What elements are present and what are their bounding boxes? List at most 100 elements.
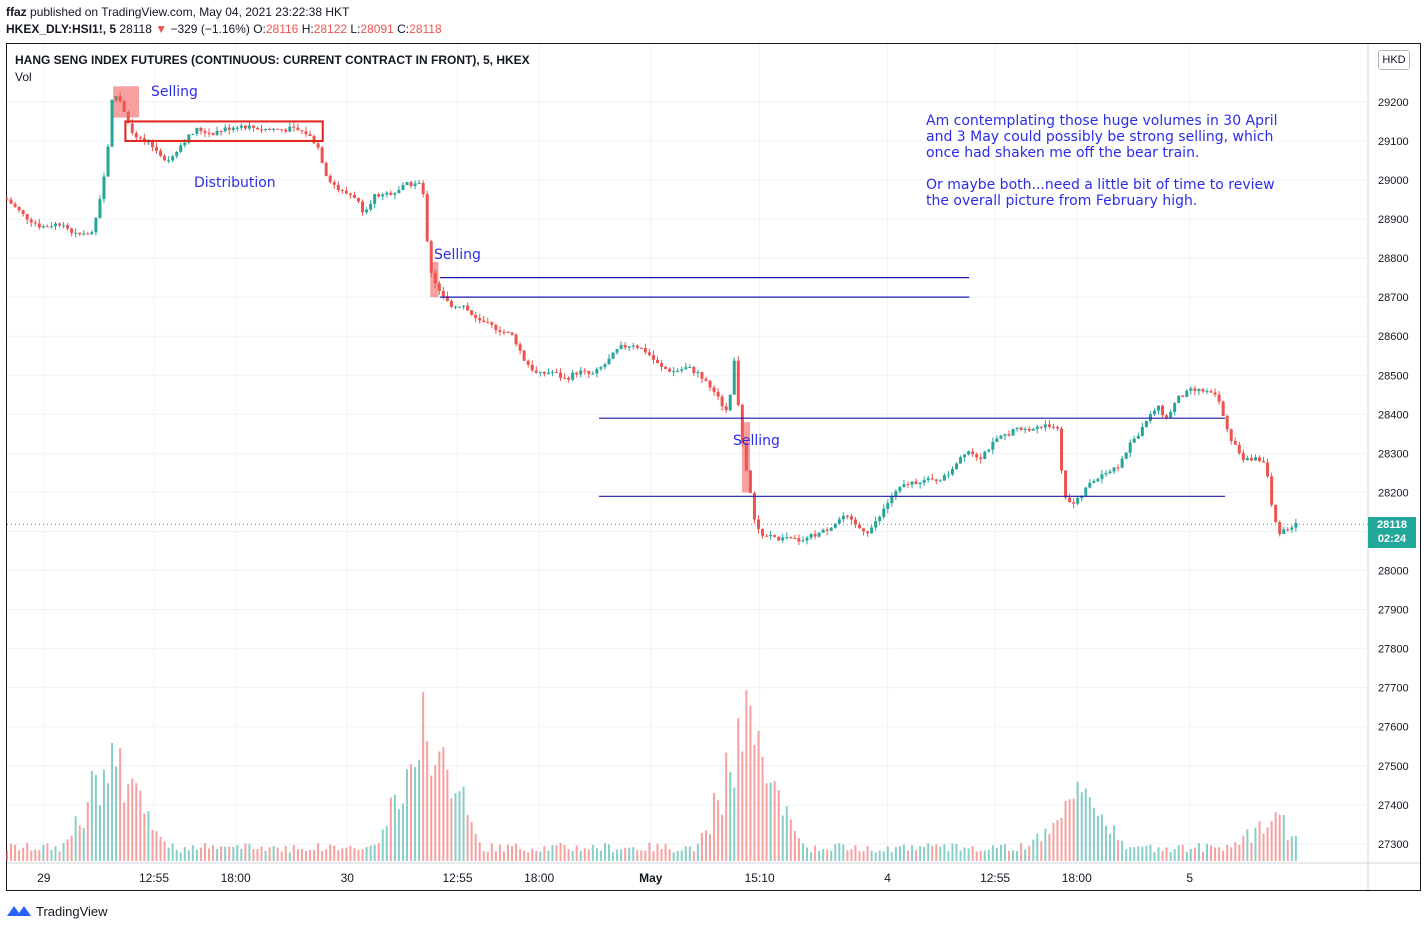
candle-body [1088,482,1092,488]
volume-bar [963,847,966,861]
tradingview-logo-icon[interactable] [6,903,32,919]
volume-bar [535,851,538,861]
note-paragraph-2: Or maybe both...need a little bit of tim… [926,177,1275,209]
volume-bar [102,769,105,861]
volume-bar [757,730,760,861]
candle-body [571,372,575,380]
candle-body [963,454,967,458]
candle-body [425,193,429,242]
volume-bar [139,790,142,861]
volume-bar [692,851,695,861]
candle-body [599,367,603,369]
volume-bar [789,819,792,861]
candle-body [445,296,449,302]
volume-bar [898,846,901,861]
candle-body [1136,435,1140,439]
candle-body [1209,391,1213,393]
volume-bar [1080,792,1083,861]
candle-body [910,481,914,485]
volume-bar [187,850,190,861]
candle-body [736,360,740,405]
candle-body [1177,395,1181,403]
volume-bar [511,846,514,861]
volume-bar [98,805,101,861]
candle-body [890,496,894,504]
candle-body [1173,402,1177,412]
volume-bar [1205,843,1208,861]
candle-body [470,310,474,316]
volume-bar [842,844,845,861]
volume-bar [179,852,182,861]
volume-bar [874,852,877,861]
candle-body [1072,502,1076,504]
candle-body [449,301,453,307]
candle-body [1064,470,1068,498]
volume-bar [151,829,154,861]
candle-body [518,344,522,351]
volume-bar [381,829,384,861]
candle-body [348,193,352,196]
candle-body [478,318,482,321]
candle-body [870,527,874,534]
volume-bar [1088,797,1091,861]
volume-bar [1274,812,1277,861]
volume-bar [547,850,550,861]
volume-bar [906,850,909,861]
candle-body [716,391,720,397]
candle-body [607,358,611,365]
candle-body [78,232,82,235]
volume-bar [1149,844,1152,861]
candle-body [639,347,643,349]
candle-body [975,454,979,458]
x-tick-label: 18:00 [221,871,251,885]
candle-body [591,373,595,375]
selling-zone-box [113,86,140,118]
candle-body [429,241,433,273]
candle-body [1181,395,1185,397]
close-label: C: [397,22,410,36]
y-tick-label: 27500 [1378,761,1409,773]
volume-bar [822,849,825,861]
candle-body [748,470,752,494]
volume-bar [660,849,663,861]
volume-bar [923,846,926,861]
volume-bar [652,851,655,861]
candle-body [906,484,910,486]
candle-body [1217,394,1221,402]
volume-bar [1125,849,1128,861]
volume-bar [713,792,716,861]
candle-body [833,523,837,528]
candle-body [219,130,223,132]
volume-bar [502,851,505,861]
volume-bar [220,846,223,861]
x-tick-label: 18:00 [524,871,554,885]
volume-bar [793,830,796,861]
candle-body [494,324,498,331]
volume-bar [256,849,259,861]
volume-bar [414,767,417,861]
y-tick-label: 27600 [1378,722,1409,734]
author-name[interactable]: ffaz [6,5,27,19]
volume-bar [1129,847,1132,861]
candle-body [381,194,385,197]
candle-body [627,346,631,348]
candle-body [21,210,25,215]
tradingview-brand[interactable]: TradingView [36,903,108,919]
volume-bar [1113,825,1116,861]
volume-bar [878,850,881,861]
candle-body [344,190,348,194]
candle-body [62,225,66,227]
volume-bar [119,748,122,861]
candle-body [33,222,37,224]
volume-bar [232,846,235,861]
price-tag-countdown: 02:24 [1377,533,1407,545]
candle-body [538,371,542,373]
volume-bar [199,847,202,861]
volume-bar [749,705,752,861]
candle-body [1068,497,1072,503]
volume-bar [507,844,510,861]
currency-button[interactable]: HKD [1378,50,1410,70]
volume-bar [1193,847,1196,861]
candle-body [769,535,773,537]
